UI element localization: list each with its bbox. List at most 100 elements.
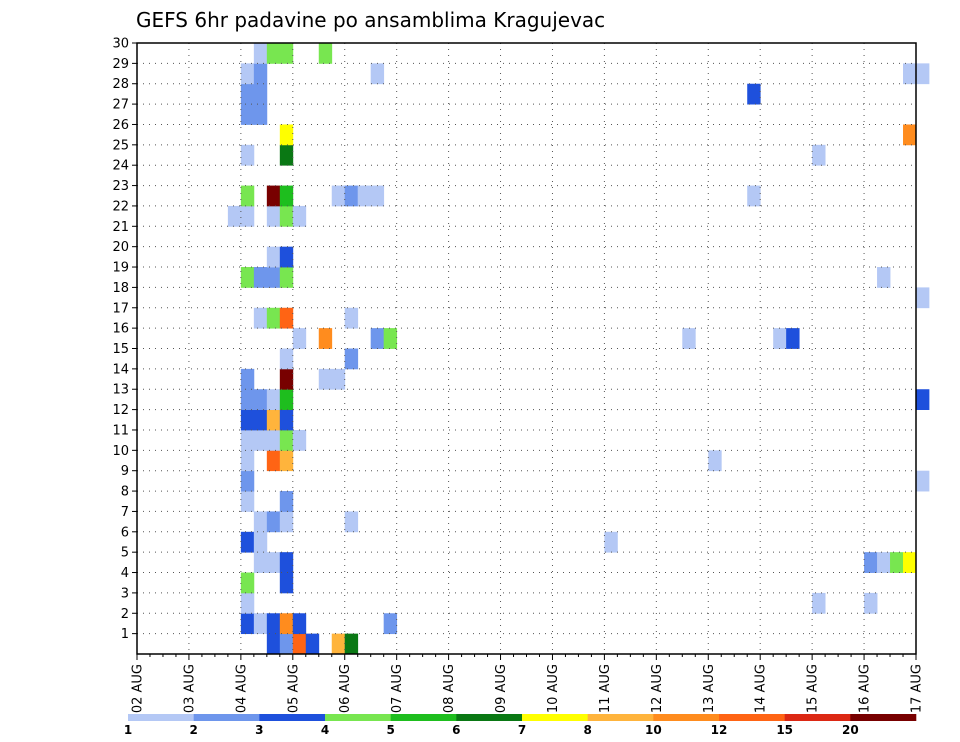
cell: [331, 185, 346, 207]
cell: [747, 185, 761, 207]
cell: [279, 409, 294, 431]
cell: [253, 83, 268, 105]
cell: [240, 267, 255, 288]
cell: [331, 368, 346, 390]
y-tick-label: 29: [112, 57, 129, 72]
cell: [903, 63, 917, 85]
cell: [370, 63, 385, 85]
cell: [812, 144, 826, 166]
cell: [279, 613, 294, 635]
cell: [266, 633, 281, 655]
y-tick-label: 12: [112, 403, 129, 418]
cell: [266, 450, 281, 472]
cell: [279, 246, 294, 268]
cell: [266, 205, 281, 227]
cell: [240, 429, 255, 451]
cell: [318, 43, 333, 64]
x-tick-label: 10 AUG: [546, 664, 561, 713]
cell: [344, 185, 359, 207]
cell: [253, 531, 268, 553]
x-tick-label: 08 AUG: [442, 664, 457, 713]
cell: [266, 185, 281, 207]
y-tick-label: 26: [112, 118, 129, 133]
cell: [344, 633, 359, 655]
legend-swatch: [128, 714, 194, 721]
cell: [240, 63, 255, 85]
cell: [864, 592, 878, 614]
cell: [240, 470, 255, 492]
cell: [266, 429, 281, 451]
legend-label: 10: [645, 723, 662, 737]
y-tick-label: 7: [121, 505, 129, 520]
y-tick-label: 28: [112, 77, 129, 92]
legend-swatch: [456, 714, 523, 721]
cell: [903, 552, 917, 573]
cell: [227, 205, 242, 227]
cell: [240, 205, 255, 227]
legend-label: 12: [711, 723, 728, 737]
cell: [266, 246, 281, 268]
x-axis: 02 AUG 03 AUG 04 AUG 05 AUG 06 AUG 07 AUG 08 A…: [131, 654, 925, 713]
cell: [292, 429, 307, 451]
cell: [344, 348, 359, 370]
cell: [916, 470, 930, 492]
x-tick-label: 16 AUG: [858, 664, 873, 713]
legend-swatch: [850, 714, 917, 721]
legend-label: 6: [452, 723, 460, 737]
cell: [240, 83, 255, 105]
y-tick-label: 5: [121, 546, 129, 561]
y-tick-label: 21: [112, 220, 129, 235]
y-tick-label: 24: [112, 159, 129, 174]
y-tick-label: 9: [121, 464, 129, 479]
cell: [279, 633, 294, 655]
cell: [253, 613, 268, 635]
cell: [604, 531, 618, 553]
cell: [331, 633, 346, 655]
cell: [383, 613, 398, 635]
cell: [682, 328, 696, 349]
legend-label: 7: [518, 723, 526, 737]
cell: [305, 633, 320, 655]
cell: [292, 633, 307, 655]
legend-label: 20: [842, 723, 859, 737]
cell: [279, 450, 294, 472]
cell: [318, 328, 333, 349]
cell: [240, 572, 255, 594]
cell: [266, 613, 281, 635]
cell: [318, 368, 333, 390]
x-tick-label: 12 AUG: [650, 664, 665, 713]
cell: [279, 307, 294, 329]
cell: [279, 552, 294, 573]
cell: [370, 185, 385, 207]
y-tick-label: 25: [112, 138, 129, 153]
y-tick-label: 30: [112, 37, 129, 52]
legend-swatch: [653, 714, 720, 721]
x-tick-label: 04 AUG: [234, 664, 249, 713]
cell: [240, 531, 255, 553]
y-tick-label: 1: [121, 627, 129, 642]
cell: [266, 389, 281, 410]
y-tick-label: 3: [121, 586, 129, 601]
cell: [253, 389, 268, 410]
x-tick-label: 11 AUG: [598, 664, 613, 713]
cell: [773, 328, 787, 349]
cell: [916, 389, 930, 410]
legend-swatch: [193, 714, 260, 721]
cell: [370, 328, 385, 349]
y-axis: 1234567891011121314151617181920212223242…: [112, 37, 137, 642]
y-tick-label: 23: [112, 179, 129, 194]
x-tick-label: 05 AUG: [286, 664, 301, 713]
cell: [916, 63, 930, 85]
legend-label: 1: [124, 723, 132, 737]
cell: [240, 409, 255, 431]
cell: [240, 389, 255, 410]
y-tick-label: 14: [112, 362, 129, 377]
cell: [279, 368, 294, 390]
cell: [890, 552, 904, 573]
y-tick-label: 13: [112, 383, 129, 398]
y-tick-label: 16: [112, 322, 129, 337]
x-tick-label: 06 AUG: [338, 664, 353, 713]
cell: [253, 43, 268, 64]
cell: [279, 205, 294, 227]
chart-title: GEFS 6hr padavine po ansamblima Kragujev…: [136, 8, 605, 32]
